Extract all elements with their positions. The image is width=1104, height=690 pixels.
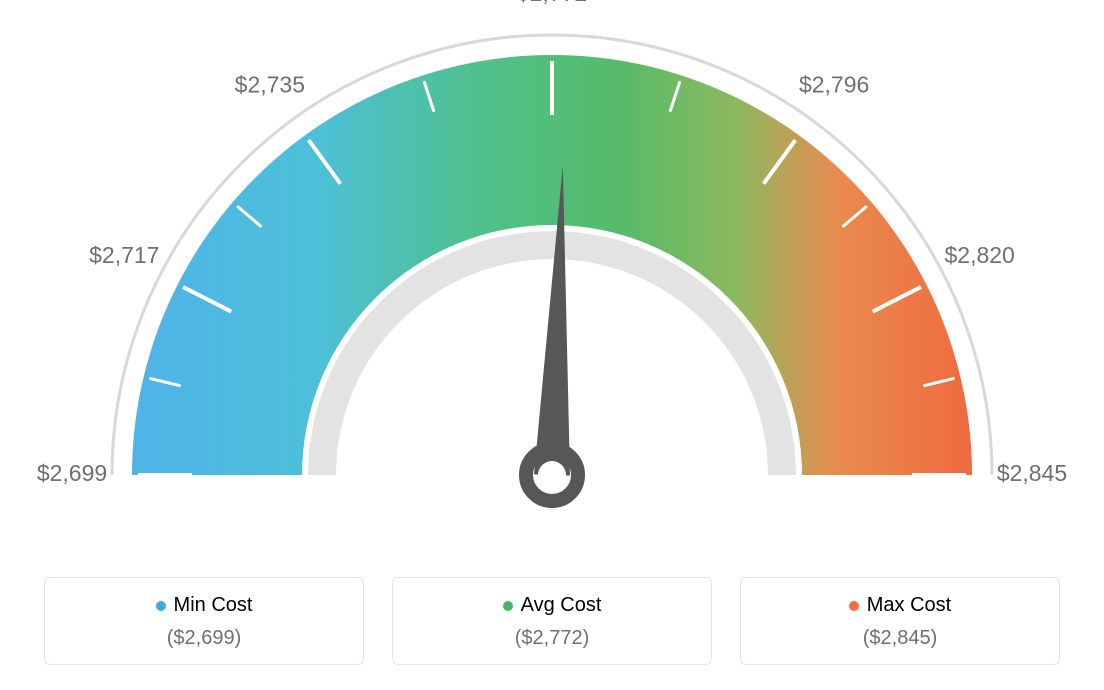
legend-card-max: Max Cost ($2,845) bbox=[740, 577, 1060, 665]
legend-label-max: Max Cost bbox=[867, 594, 951, 617]
legend-value-max: ($2,845) bbox=[751, 627, 1049, 650]
gauge-label: $2,735 bbox=[235, 72, 305, 98]
legend-label-avg: Avg Cost bbox=[521, 594, 602, 617]
gauge-label: $2,796 bbox=[799, 72, 869, 98]
gauge-label: $2,717 bbox=[89, 242, 159, 268]
chart-container: $2,699 $2,717 $2,735 $2,772 $2,796 $2,820 $2,8… bbox=[0, 0, 1104, 690]
gauge-label: $2,699 bbox=[37, 460, 107, 486]
legend-title-avg: Avg Cost bbox=[503, 594, 602, 617]
legend-label-min: Min Cost bbox=[174, 594, 253, 617]
legend-value-avg: ($2,772) bbox=[403, 627, 701, 650]
legend-value-min: ($2,699) bbox=[55, 627, 353, 650]
gauge-label: $2,772 bbox=[517, 0, 587, 6]
gauge-svg: $2,699 $2,717 $2,735 $2,772 $2,796 $2,820 $2,8… bbox=[0, 0, 1104, 540]
gauge-chart: $2,699 $2,717 $2,735 $2,772 $2,796 $2,820 $2,8… bbox=[0, 0, 1104, 540]
legend-card-min: Min Cost ($2,699) bbox=[44, 577, 364, 665]
gauge-label: $2,845 bbox=[997, 460, 1067, 486]
legend-title-min: Min Cost bbox=[156, 594, 253, 617]
legend-dot-avg bbox=[503, 601, 513, 611]
legend-row: Min Cost ($2,699) Avg Cost ($2,772) Max … bbox=[40, 577, 1064, 665]
legend-dot-max bbox=[849, 601, 859, 611]
gauge-needle-hub-inner bbox=[538, 461, 566, 489]
legend-card-avg: Avg Cost ($2,772) bbox=[392, 577, 712, 665]
legend-dot-min bbox=[156, 601, 166, 611]
gauge-label: $2,820 bbox=[945, 242, 1015, 268]
legend-title-max: Max Cost bbox=[849, 594, 951, 617]
